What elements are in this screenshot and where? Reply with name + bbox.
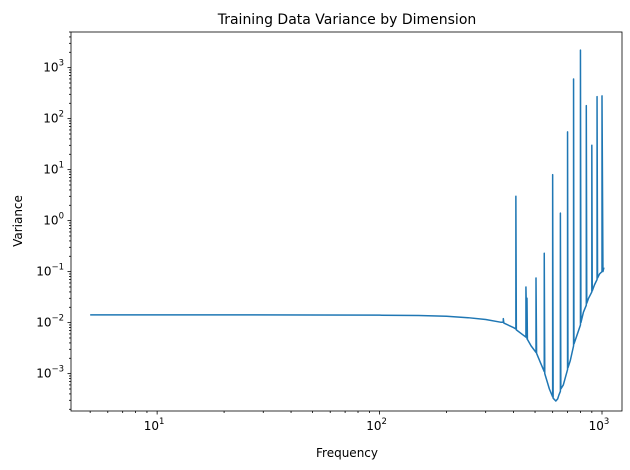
y-tick-label: 100 xyxy=(43,212,64,228)
y-axis-label: Variance xyxy=(11,195,25,247)
y-tick-label: 103 xyxy=(43,59,64,75)
x-tick-label: 101 xyxy=(144,417,165,433)
plot-area xyxy=(90,49,605,402)
y-tick-label: 10−3 xyxy=(36,365,64,381)
y-tick-label: 101 xyxy=(43,161,64,177)
chart-title: Training Data Variance by Dimension xyxy=(217,12,477,28)
series-line-0 xyxy=(90,49,605,402)
x-tick-label: 102 xyxy=(366,417,387,433)
x-axis-label: Frequency xyxy=(316,446,378,460)
y-axis: 10−3 10−2 10−1 100 101 102 103 xyxy=(36,31,71,410)
y-tick-label: 10−2 xyxy=(36,314,64,330)
x-axis: 101 102 103 xyxy=(89,411,610,433)
y-tick-label: 102 xyxy=(43,110,64,126)
x-tick-label: 103 xyxy=(589,417,610,433)
axes-frame xyxy=(70,31,623,412)
y-tick-label: 10−1 xyxy=(36,263,64,279)
